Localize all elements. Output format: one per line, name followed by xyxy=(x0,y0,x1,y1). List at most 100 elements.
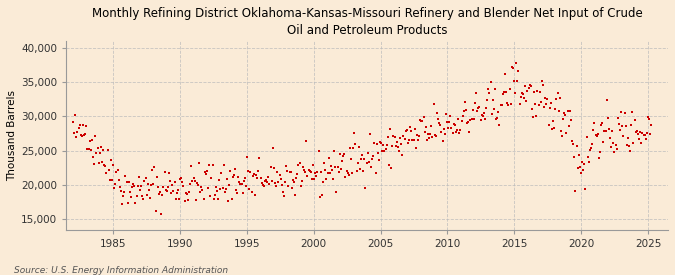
Point xyxy=(349,131,360,136)
Point xyxy=(489,107,500,111)
Point xyxy=(69,131,80,136)
Point xyxy=(398,134,409,139)
Point xyxy=(200,172,211,176)
Point xyxy=(271,184,281,188)
Point xyxy=(182,192,192,197)
Point xyxy=(211,185,221,189)
Point xyxy=(629,118,640,123)
Point xyxy=(308,177,319,181)
Point xyxy=(315,169,326,174)
Point xyxy=(448,122,459,126)
Point xyxy=(296,179,307,183)
Point xyxy=(501,90,512,94)
Point xyxy=(421,138,432,142)
Point xyxy=(529,89,539,94)
Point xyxy=(132,184,143,188)
Point xyxy=(277,189,288,194)
Point xyxy=(256,180,267,185)
Point xyxy=(305,169,316,174)
Point xyxy=(236,182,247,186)
Point xyxy=(508,66,518,71)
Point xyxy=(540,96,551,100)
Point xyxy=(465,117,476,122)
Point xyxy=(175,176,186,181)
Point xyxy=(194,161,205,165)
Point xyxy=(369,141,380,145)
Point xyxy=(619,111,630,115)
Point xyxy=(180,191,191,196)
Y-axis label: Thousand Barrels: Thousand Barrels xyxy=(7,90,17,181)
Point xyxy=(101,170,112,175)
Point xyxy=(215,187,225,192)
Point xyxy=(165,179,176,183)
Point xyxy=(499,89,510,94)
Point xyxy=(622,142,632,147)
Point xyxy=(216,171,227,175)
Point xyxy=(448,131,458,135)
Point xyxy=(163,185,173,189)
Point xyxy=(500,72,510,76)
Point xyxy=(362,150,373,155)
Point xyxy=(283,183,294,188)
Point xyxy=(130,201,141,205)
Point xyxy=(603,127,614,131)
Point xyxy=(207,162,218,167)
Point xyxy=(486,112,497,117)
Point xyxy=(352,160,363,165)
Point xyxy=(568,142,578,146)
Point xyxy=(462,121,472,125)
Point xyxy=(337,159,348,163)
Point xyxy=(481,106,491,110)
Point xyxy=(211,189,222,193)
Point xyxy=(483,86,493,91)
Point xyxy=(319,161,329,165)
Point xyxy=(482,98,493,102)
Point xyxy=(158,185,169,189)
Point xyxy=(358,169,369,173)
Point xyxy=(310,170,321,175)
Point xyxy=(427,135,438,139)
Point xyxy=(356,156,367,161)
Point xyxy=(504,86,515,91)
Point xyxy=(129,184,140,188)
Point xyxy=(477,114,488,118)
Point xyxy=(118,194,129,198)
Point xyxy=(86,138,97,142)
Point xyxy=(167,183,178,187)
Point xyxy=(620,124,631,128)
Point xyxy=(615,128,626,132)
Point xyxy=(147,168,158,172)
Point xyxy=(638,133,649,138)
Point xyxy=(572,166,583,171)
Point xyxy=(637,131,648,135)
Point xyxy=(196,185,207,189)
Point xyxy=(80,131,90,136)
Point xyxy=(460,99,470,104)
Point xyxy=(454,131,464,136)
Point xyxy=(385,126,396,131)
Point xyxy=(86,147,97,152)
Point xyxy=(151,175,162,179)
Point xyxy=(520,84,531,88)
Point xyxy=(327,167,338,172)
Point xyxy=(491,117,502,122)
Point xyxy=(576,170,587,175)
Point xyxy=(238,191,248,195)
Point xyxy=(395,136,406,140)
Point xyxy=(100,164,111,168)
Point xyxy=(559,111,570,115)
Point xyxy=(170,197,181,201)
Point xyxy=(354,145,364,149)
Point xyxy=(412,133,423,137)
Point xyxy=(187,178,198,183)
Point xyxy=(383,163,394,167)
Point xyxy=(419,130,430,134)
Point xyxy=(566,139,577,143)
Point xyxy=(282,169,293,173)
Point xyxy=(306,177,317,181)
Point xyxy=(439,132,450,136)
Point xyxy=(328,177,339,181)
Point xyxy=(415,118,426,122)
Point xyxy=(573,153,584,157)
Point xyxy=(636,141,647,145)
